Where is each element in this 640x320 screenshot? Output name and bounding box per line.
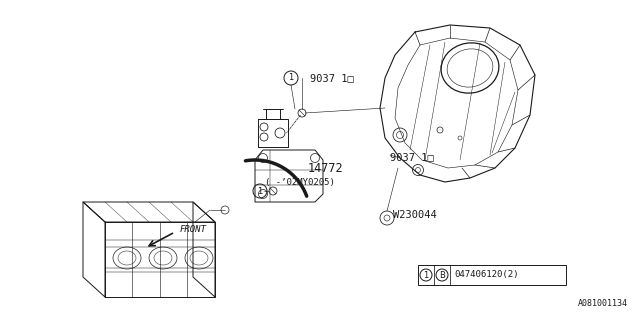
Text: 047406120(2): 047406120(2) <box>454 270 518 279</box>
Text: 9037 1□: 9037 1□ <box>390 152 434 162</box>
Text: 1: 1 <box>424 270 429 279</box>
Text: 1: 1 <box>289 74 294 83</box>
Text: ( -’02MY0205): ( -’02MY0205) <box>265 179 335 188</box>
Text: B: B <box>439 270 445 279</box>
Text: FRONT: FRONT <box>180 225 207 234</box>
Text: 9037 1□: 9037 1□ <box>310 73 354 83</box>
Text: W230044: W230044 <box>393 210 436 220</box>
Text: A081001134: A081001134 <box>578 299 628 308</box>
Bar <box>418 265 566 285</box>
Text: 14772: 14772 <box>308 162 344 174</box>
Text: 1: 1 <box>257 187 262 196</box>
